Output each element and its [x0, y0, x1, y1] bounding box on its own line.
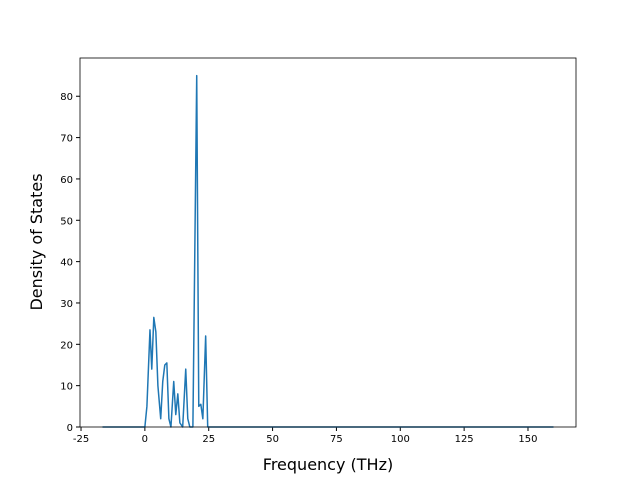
y-tick-label: 80	[60, 92, 73, 103]
y-tick-label: 0	[67, 423, 73, 434]
y-tick-label: 10	[60, 382, 73, 393]
y-tick-label: 50	[60, 216, 73, 227]
y-tick-label: 60	[60, 175, 73, 186]
plot-frame	[79, 57, 577, 428]
x-tick-label: 100	[391, 434, 410, 445]
x-tick-label: 25	[202, 434, 215, 445]
x-tick-label: 125	[455, 434, 474, 445]
x-tick-label: 75	[330, 434, 343, 445]
data-line	[102, 74, 554, 428]
x-tick-label: -25	[73, 434, 89, 445]
x-tick-label: 50	[266, 434, 279, 445]
x-tick-label: 150	[518, 434, 537, 445]
x-axis-label: Frequency (THz)	[263, 455, 393, 474]
y-tick-label: 30	[60, 299, 73, 310]
y-tick-label: 40	[60, 258, 73, 269]
y-axis-label: Density of States	[27, 173, 46, 310]
y-tick-label: 20	[60, 340, 73, 351]
y-tick-label: 70	[60, 134, 73, 145]
x-tick-label: 0	[142, 434, 148, 445]
